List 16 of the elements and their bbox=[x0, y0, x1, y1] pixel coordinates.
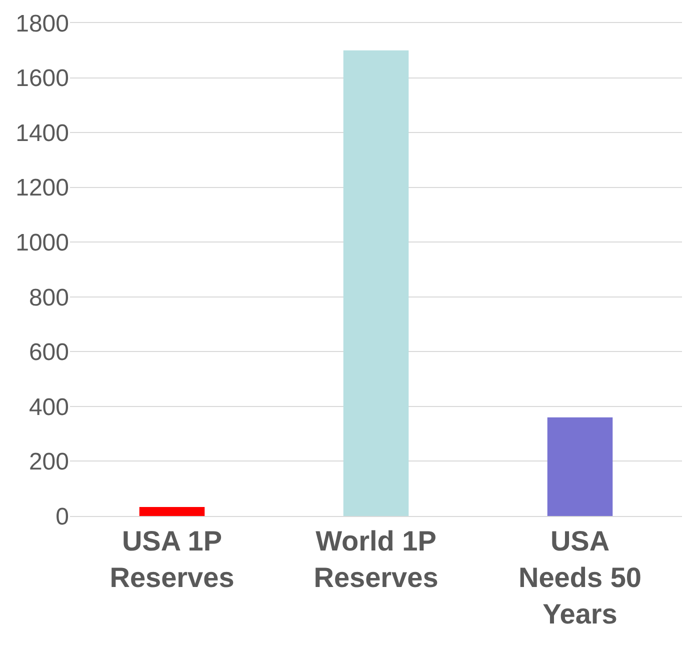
x-tick-label: World 1P Reserves bbox=[314, 526, 438, 593]
bar bbox=[343, 50, 409, 516]
y-tick-label: 1000 bbox=[16, 230, 69, 257]
y-tick-label: 1600 bbox=[16, 65, 69, 92]
bar bbox=[547, 417, 613, 516]
x-tick-label: USA Needs 50 Years bbox=[518, 526, 642, 630]
y-tick-label: 1400 bbox=[16, 120, 69, 147]
bar bbox=[139, 506, 205, 516]
y-tick-label: 400 bbox=[28, 394, 69, 421]
y-tick-label: 1800 bbox=[16, 10, 69, 38]
y-tick-label: 0 bbox=[56, 503, 69, 530]
y-tick-label: 600 bbox=[28, 339, 69, 366]
y-tick-label: 1200 bbox=[16, 174, 69, 202]
x-tick-label: USA 1P Reserves bbox=[110, 526, 234, 593]
y-tick-label: 200 bbox=[28, 448, 69, 476]
y-tick-label: 800 bbox=[28, 284, 69, 312]
